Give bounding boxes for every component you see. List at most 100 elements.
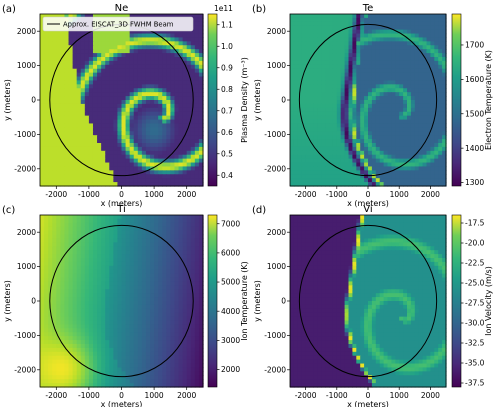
heatmap-cell [137,312,143,318]
heatmap-cell [391,115,396,121]
heatmap-cell [150,182,155,187]
heatmap-cell [170,166,176,171]
heatmap-cell [145,166,151,171]
heatmap-cell [154,68,159,74]
heatmap-cell [434,170,439,175]
heatmap-cell [198,218,204,224]
heatmap-cell [309,72,314,78]
heatmap-cell [48,174,53,179]
panel-te: Te(b)-2000 -1000 0 1000 2000200010000-1000-2… [252,3,493,208]
heatmap-cell [325,162,330,168]
heatmap-cell [44,273,49,279]
heatmap-cell [170,261,176,267]
heatmap-cell [64,218,70,224]
heatmap-cell [329,119,334,125]
heatmap-cell [129,53,135,58]
heatmap-cell [426,182,431,187]
heatmap-cell [194,111,200,117]
heatmap-cell [325,41,330,46]
heatmap-cell [72,146,78,152]
heatmap-cell [60,170,66,175]
heatmap-cell [101,88,106,93]
heatmap-cell [129,301,135,306]
heatmap-cell [170,162,176,168]
heatmap-cell [150,57,155,62]
heatmap-cell [329,72,334,78]
heatmap-cell [442,119,447,125]
heatmap-cell [290,158,295,164]
heatmap-cell [68,242,74,247]
heatmap-cell [105,119,110,125]
heatmap-cell [364,84,369,89]
heatmap-cell [410,25,416,31]
heatmap-cell [97,242,102,247]
heatmap-cell [325,174,330,179]
heatmap-cell [438,14,443,19]
heatmap-cell [430,143,435,148]
heatmap-cell [360,143,365,148]
heatmap-cell [340,146,346,152]
heatmap-cell [360,25,365,31]
heatmap-cell [48,72,53,78]
heatmap-cell [403,174,408,179]
heatmap-cell [356,17,361,23]
heatmap-cell [44,242,49,247]
heatmap-cell [198,143,204,148]
heatmap-cell [64,150,70,156]
heatmap-cell [434,29,439,35]
heatmap-cell [407,45,412,50]
heatmap-cell [101,182,106,187]
heatmap-cell [325,107,330,113]
heatmap-cell [60,131,66,136]
heatmap-cell [40,45,45,50]
heatmap-cell [117,127,123,132]
heatmap-cell [44,37,49,42]
heatmap-cell [170,285,176,290]
heatmap-cell [52,258,57,263]
heatmap-cell [301,41,307,46]
heatmap-cell [56,265,61,271]
heatmap-cell [360,107,365,113]
heatmap-cell [145,14,151,19]
heatmap-cell [92,344,98,349]
heatmap-cell [293,41,299,46]
x-tick-label: 0 [366,190,371,199]
heatmap-cell [198,37,204,42]
heatmap-cell [84,162,90,168]
heatmap-cell [352,100,357,105]
heatmap-cell [407,80,412,85]
heatmap-cell [332,96,338,101]
heatmap-cell [297,41,303,46]
heatmap-cell [414,107,420,113]
heatmap-cell [101,234,106,240]
heatmap-cell [64,158,70,164]
heatmap-cell [174,88,180,93]
heatmap-cell [364,115,369,121]
heatmap-cell [174,119,180,125]
heatmap-cell [48,143,53,148]
heatmap-cell [88,158,94,164]
heatmap-cell [186,340,192,345]
heatmap-cell [290,162,295,168]
heatmap-cell [194,123,200,128]
colorbar-tick-label: 1700 [465,41,484,50]
heatmap-cell [125,182,131,187]
heatmap-cell [44,324,49,329]
heatmap-cell [117,269,123,275]
heatmap-cell [422,115,428,121]
heatmap-cell [336,131,342,136]
heatmap-cell [438,64,443,70]
heatmap-cell [60,41,66,46]
heatmap-cell [150,234,155,240]
heatmap-cell [174,150,180,156]
heatmap-cell [329,49,334,54]
heatmap-cell [414,84,420,89]
heatmap-cell [399,182,404,187]
heatmap-cell [60,182,66,187]
heatmap-cell [426,29,431,35]
heatmap-cell [186,154,192,160]
heatmap-cell [129,80,135,85]
heatmap-cell [430,96,435,101]
heatmap-cell [80,328,86,333]
heatmap-cell [80,344,86,349]
